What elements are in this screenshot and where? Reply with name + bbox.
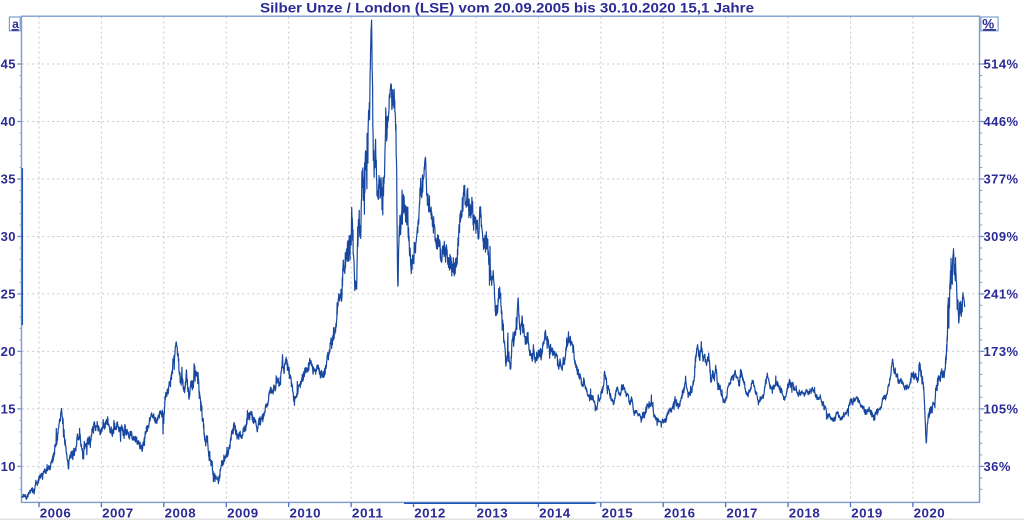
- svg-text:2011: 2011: [352, 505, 384, 520]
- svg-text:Silber Unze / London (LSE) vom: Silber Unze / London (LSE) vom 20.09.200…: [260, 0, 755, 15]
- svg-text:45: 45: [1, 57, 16, 72]
- svg-text:2017: 2017: [726, 505, 758, 520]
- svg-text:2013: 2013: [477, 505, 509, 520]
- svg-text:241%: 241%: [984, 287, 1019, 302]
- svg-text:173%: 173%: [984, 344, 1019, 359]
- svg-text:a: a: [12, 17, 19, 31]
- svg-text:105%: 105%: [984, 402, 1019, 417]
- svg-text:25: 25: [1, 287, 16, 302]
- svg-text:40: 40: [1, 114, 16, 129]
- svg-text:20: 20: [1, 344, 16, 359]
- svg-text:446%: 446%: [984, 114, 1019, 129]
- svg-text:2019: 2019: [851, 505, 883, 520]
- svg-text:2008: 2008: [165, 505, 197, 520]
- svg-text:2010: 2010: [290, 505, 322, 520]
- svg-text:2016: 2016: [664, 505, 696, 520]
- svg-text:2009: 2009: [227, 505, 259, 520]
- svg-text:30: 30: [1, 229, 16, 244]
- svg-text:2018: 2018: [789, 505, 821, 520]
- svg-text:2007: 2007: [102, 505, 134, 520]
- svg-text:2020: 2020: [914, 505, 946, 520]
- svg-text:2014: 2014: [539, 505, 571, 520]
- svg-text:15: 15: [1, 402, 16, 417]
- svg-text:10: 10: [1, 459, 16, 474]
- svg-text:36%: 36%: [984, 459, 1011, 474]
- svg-text:%: %: [982, 17, 994, 32]
- svg-text:377%: 377%: [984, 172, 1019, 187]
- svg-text:2012: 2012: [414, 505, 446, 520]
- svg-text:514%: 514%: [984, 57, 1019, 72]
- svg-text:2006: 2006: [40, 505, 72, 520]
- svg-text:35: 35: [1, 172, 16, 187]
- svg-text:309%: 309%: [984, 229, 1019, 244]
- svg-text:2015: 2015: [602, 505, 634, 520]
